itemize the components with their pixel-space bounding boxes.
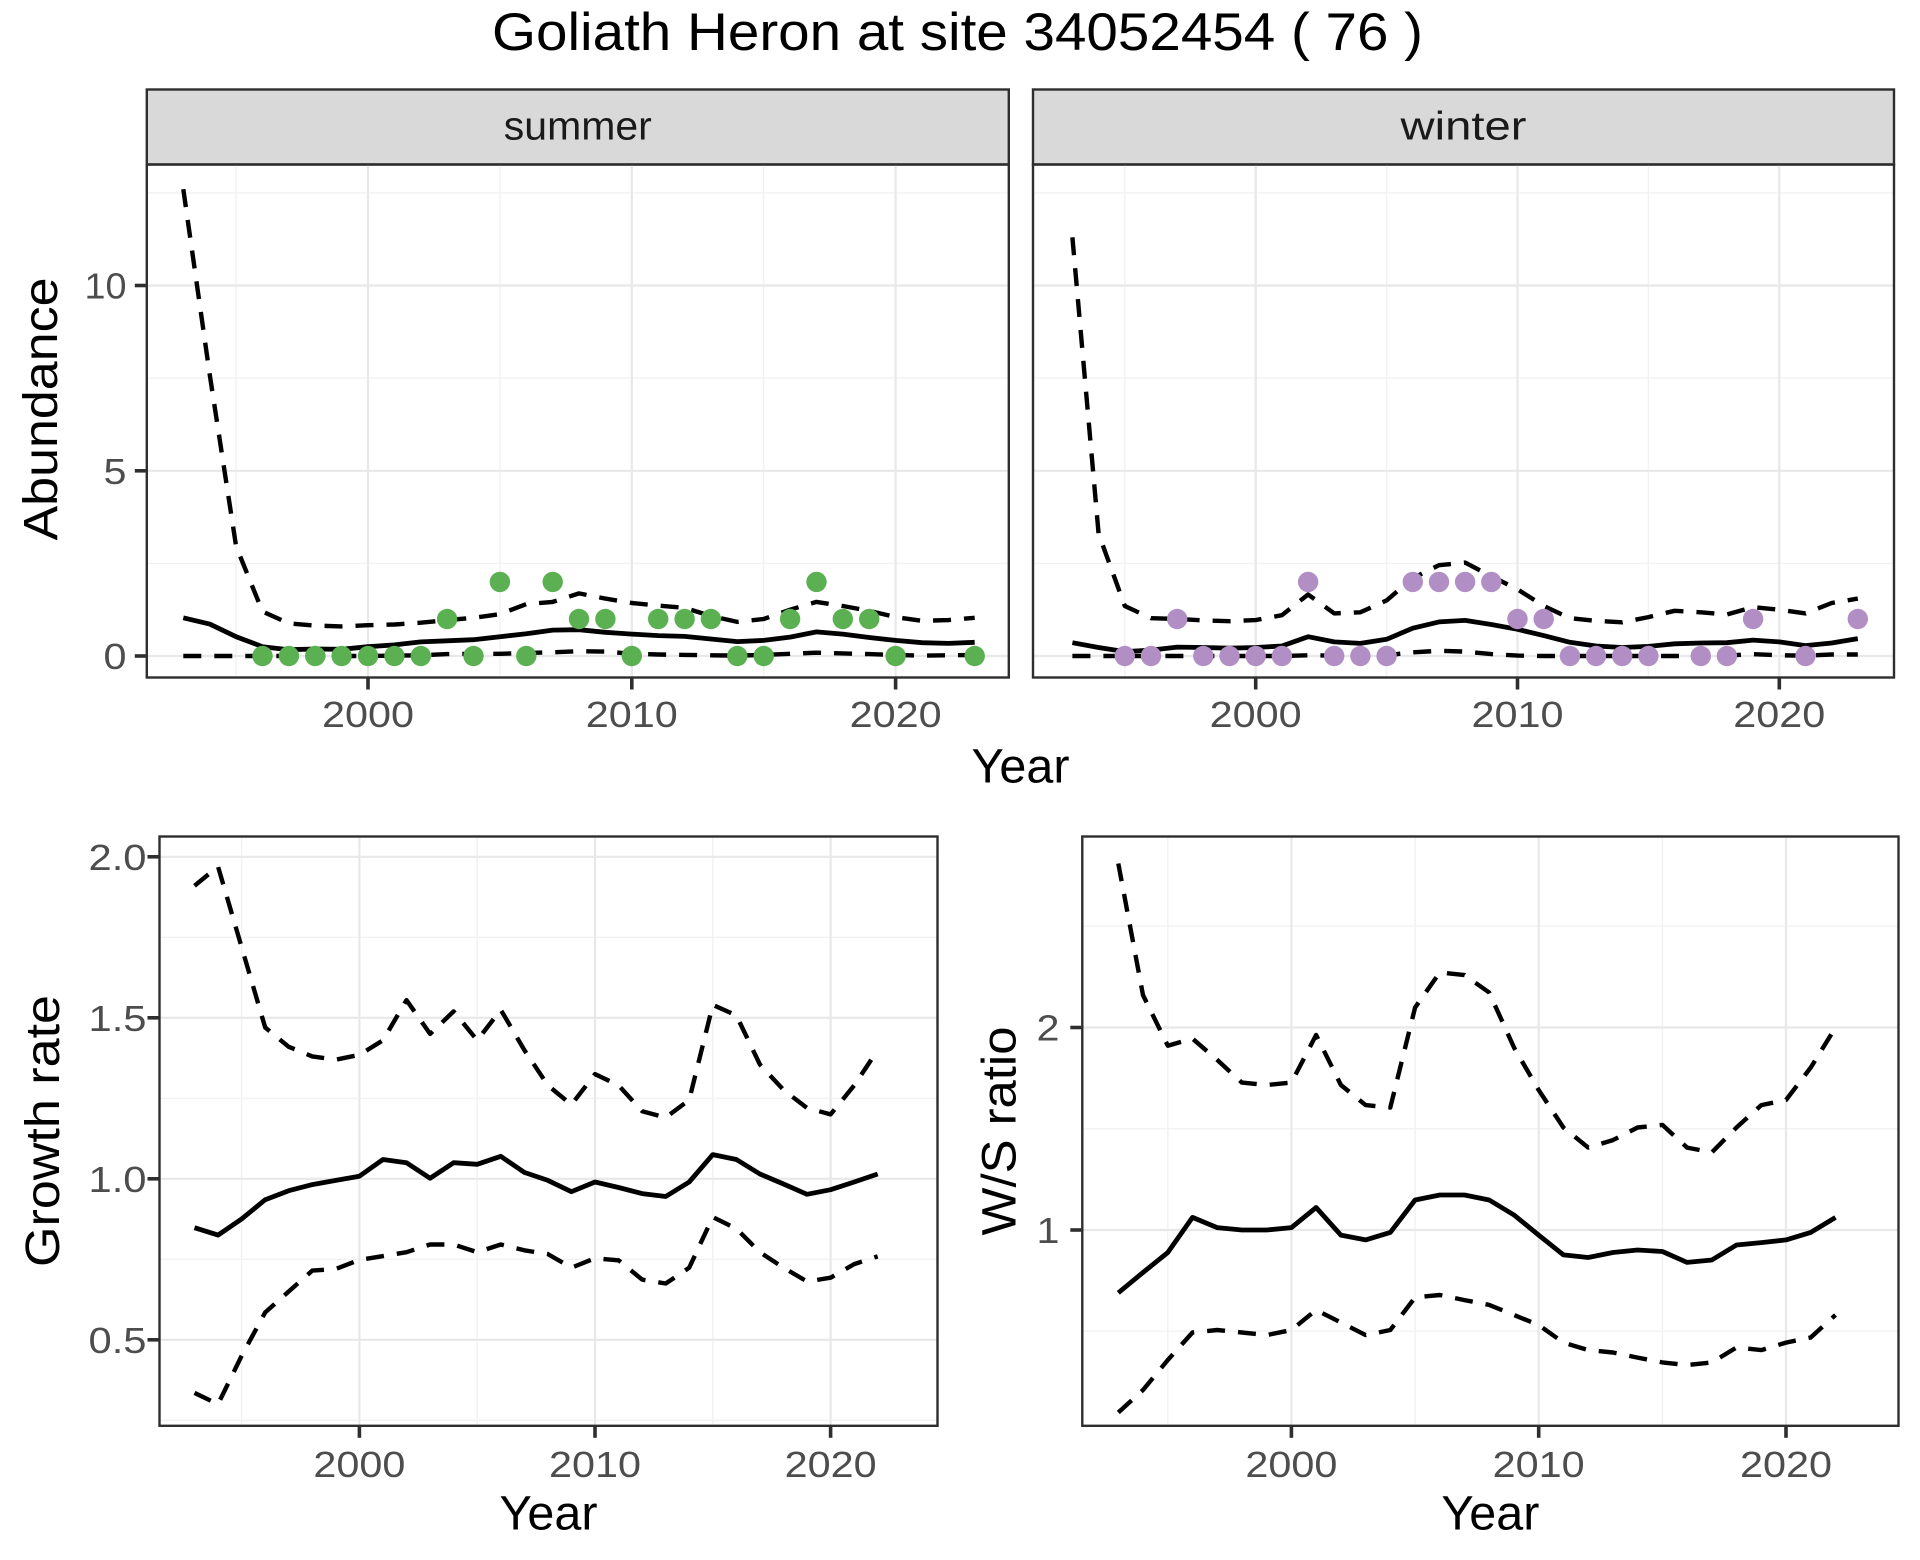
svg-text:2000: 2000 xyxy=(1245,1444,1337,1485)
svg-text:10: 10 xyxy=(85,266,127,307)
svg-text:2010: 2010 xyxy=(586,694,678,735)
svg-text:2020: 2020 xyxy=(1733,694,1825,735)
svg-text:Growth rate: Growth rate xyxy=(17,995,70,1267)
svg-text:1.0: 1.0 xyxy=(89,1159,147,1200)
svg-text:0: 0 xyxy=(104,636,127,677)
svg-text:5: 5 xyxy=(104,451,127,492)
svg-text:Year: Year xyxy=(1441,1488,1539,1541)
svg-text:Year: Year xyxy=(500,1488,598,1541)
svg-text:2010: 2010 xyxy=(1493,1444,1585,1485)
svg-text:2010: 2010 xyxy=(549,1444,641,1485)
svg-text:W/S ratio: W/S ratio xyxy=(974,1027,1027,1236)
svg-text:2020: 2020 xyxy=(1740,1444,1832,1485)
svg-text:1: 1 xyxy=(1037,1210,1060,1251)
svg-text:0.5: 0.5 xyxy=(89,1320,147,1361)
svg-text:2010: 2010 xyxy=(1472,694,1564,735)
svg-text:winter: winter xyxy=(1399,105,1526,149)
svg-text:2000: 2000 xyxy=(322,694,414,735)
svg-text:2020: 2020 xyxy=(785,1444,877,1485)
svg-text:Abundance: Abundance xyxy=(15,278,68,541)
svg-text:summer: summer xyxy=(504,105,652,149)
svg-text:2000: 2000 xyxy=(313,1444,405,1485)
svg-text:1.5: 1.5 xyxy=(89,998,147,1039)
svg-text:Goliath Heron at site 34052454: Goliath Heron at site 34052454 ( 76 ) xyxy=(492,3,1423,62)
svg-text:Year: Year xyxy=(972,741,1070,794)
svg-text:2020: 2020 xyxy=(850,694,942,735)
svg-text:2: 2 xyxy=(1037,1008,1060,1049)
svg-text:2000: 2000 xyxy=(1210,694,1302,735)
svg-text:2.0: 2.0 xyxy=(89,837,147,878)
